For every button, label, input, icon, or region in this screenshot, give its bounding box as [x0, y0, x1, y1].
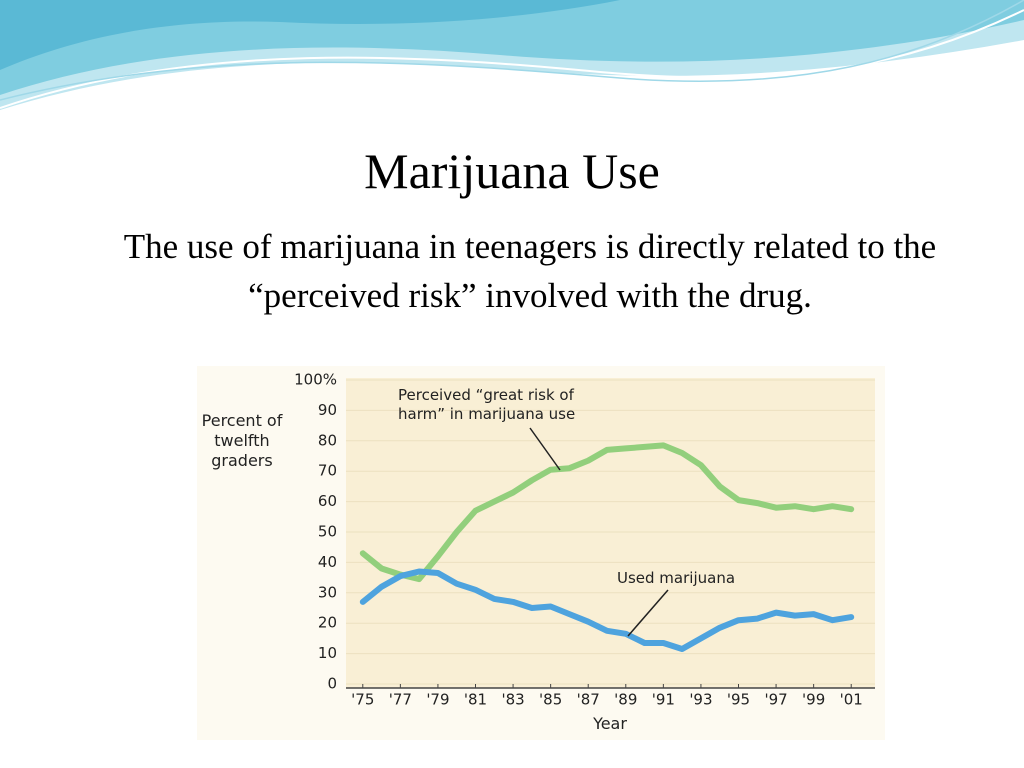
slide-title: Marijuana Use: [364, 143, 660, 199]
slide-text: The use of marijuana in teenagers is dir…: [123, 227, 937, 315]
x-tick-label: '87: [577, 691, 600, 709]
x-tick-label: '77: [389, 691, 412, 709]
y-tick-label: 50: [318, 523, 337, 541]
y-tick-label: 90: [318, 401, 337, 419]
y-tick-label: 80: [318, 431, 337, 449]
x-tick-label: '85: [539, 691, 562, 709]
x-tick-label: '95: [727, 691, 750, 709]
series-line: [359, 442, 855, 583]
series-annotation: Perceived “great risk of harm” in mariju…: [398, 386, 576, 423]
leader-line: [529, 427, 561, 471]
y-tick-label: 40: [318, 553, 337, 571]
series-line: [359, 568, 855, 652]
series-annotation: Used marijuana: [617, 569, 736, 587]
x-tick-label: '97: [764, 691, 787, 709]
y-tick-label: 70: [318, 462, 337, 480]
plot-area: [346, 378, 875, 688]
wave: [0, 0, 620, 70]
x-tick-label: '93: [689, 691, 712, 709]
x-tick-label: '91: [652, 691, 675, 709]
y-tick-label: 60: [318, 492, 337, 510]
leader-line: [627, 589, 669, 637]
lines: [359, 442, 855, 652]
grid: [346, 379, 875, 688]
y-tick-label: 100%: [294, 371, 337, 389]
y-tick-label: 0: [327, 675, 337, 693]
wave-line: [0, 9, 1024, 109]
x-axis-label: Year: [593, 714, 627, 733]
wave-line: [0, 0, 1024, 101]
tick-labels: 0 10 20 30 40 50 60 70 80 90 100% '75 '77 '79 '81 '83 '8…: [294, 371, 863, 709]
x-tick-label: '99: [802, 691, 825, 709]
x-tick-label: '75: [351, 691, 374, 709]
x-tick-label: '83: [501, 691, 524, 709]
wave: [0, 0, 1024, 95]
y-axis-label: Percent of twelfth graders: [201, 411, 283, 470]
x-tick-label: '81: [464, 691, 487, 709]
y-tick-label: 10: [318, 644, 337, 662]
x-tick-label: '79: [426, 691, 449, 709]
y-tick-label: 20: [318, 614, 337, 632]
x-tick-label: '01: [840, 691, 863, 709]
x-tick-label: '89: [614, 691, 637, 709]
y-tick-label: 30: [318, 583, 337, 601]
